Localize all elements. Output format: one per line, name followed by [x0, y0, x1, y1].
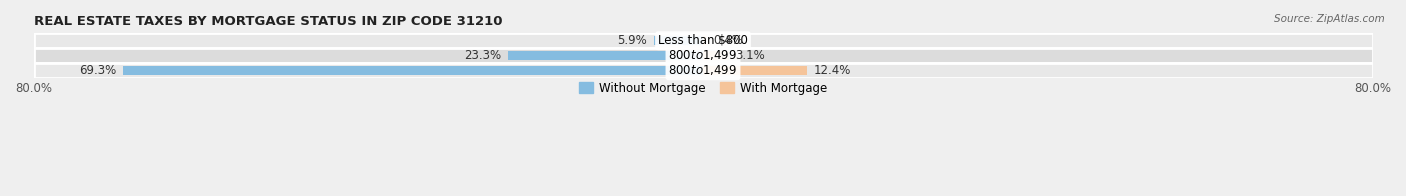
Bar	[34, 63, 1372, 78]
Bar	[34, 33, 1372, 48]
Bar	[124, 66, 703, 75]
Bar	[508, 51, 703, 60]
Bar	[703, 51, 728, 60]
Text: REAL ESTATE TAXES BY MORTGAGE STATUS IN ZIP CODE 31210: REAL ESTATE TAXES BY MORTGAGE STATUS IN …	[34, 15, 502, 28]
Text: 3.1%: 3.1%	[735, 49, 765, 62]
Text: Source: ZipAtlas.com: Source: ZipAtlas.com	[1274, 14, 1385, 24]
Text: $800 to $1,499: $800 to $1,499	[668, 63, 738, 77]
Bar	[703, 36, 706, 45]
Bar	[34, 48, 1372, 63]
Text: $800 to $1,499: $800 to $1,499	[668, 48, 738, 63]
Text: 23.3%: 23.3%	[464, 49, 502, 62]
Text: 5.9%: 5.9%	[617, 34, 647, 47]
Text: Less than $800: Less than $800	[658, 34, 748, 47]
Legend: Without Mortgage, With Mortgage: Without Mortgage, With Mortgage	[574, 77, 832, 99]
Bar	[654, 36, 703, 45]
Text: 69.3%: 69.3%	[79, 64, 117, 77]
Text: 0.4%: 0.4%	[713, 34, 742, 47]
Bar	[703, 66, 807, 75]
Text: 12.4%: 12.4%	[814, 64, 851, 77]
